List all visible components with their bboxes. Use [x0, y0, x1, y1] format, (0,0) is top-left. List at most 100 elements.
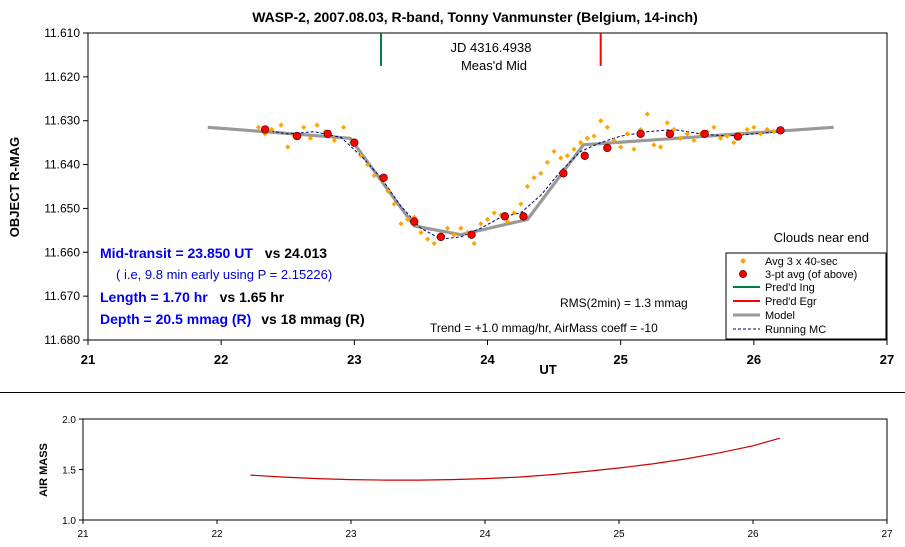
length-text: Length = 1.70 hr: [100, 289, 208, 305]
three-pt-avg-point: [260, 125, 270, 134]
depth-text: Depth = 20.5 mmag (R): [100, 311, 251, 327]
avg-point: [691, 137, 697, 144]
x-tick-label: 26: [747, 352, 761, 367]
three-pt-avg-point: [665, 129, 675, 139]
three-pt-avg-point: [519, 212, 528, 221]
avg-point: [711, 124, 717, 130]
avg-point: [491, 210, 497, 216]
avg-point: [671, 126, 677, 133]
three-pt-avg-point: [323, 129, 332, 139]
y-tick-label: 11.660: [44, 245, 80, 259]
avg-point: [591, 133, 597, 139]
trend-note: Trend = +1.0 mmag/hr, AirMass coeff = -1…: [430, 321, 658, 335]
avg-point: [684, 131, 690, 137]
avg-point: [431, 240, 437, 247]
svg-text:Depth = 20.5 mmag (R) vs 1: Depth = 20.5 mmag (R) vs 18 mmag (R): [100, 311, 365, 327]
avg-point: [531, 175, 537, 181]
avg-point: [478, 221, 484, 227]
legend-avg-marker: [740, 258, 746, 264]
avg-point: [385, 188, 391, 194]
avg-point: [757, 131, 764, 137]
legend-model-label: Model: [765, 310, 795, 322]
legend-mc-label: Running MC: [765, 324, 826, 336]
avg-point: [677, 135, 684, 141]
rms-note: RMS(2min) = 1.3 mmag: [560, 296, 688, 310]
airmass-x-tick-label: 27: [881, 529, 893, 540]
avg-point: [307, 135, 313, 141]
x-tick-label: 24: [480, 352, 495, 367]
avg-point: [564, 153, 570, 159]
avg-point: [314, 122, 320, 128]
mid-transit-text: Mid-transit = 23.850 UT: [100, 245, 253, 261]
y-axis-label: OBJECT R-MAG: [7, 137, 22, 237]
three-pt-avg-point: [580, 151, 589, 160]
avg-point: [484, 216, 491, 222]
avg-point: [744, 126, 750, 133]
mid-transit-vs-text: vs 24.013: [265, 245, 327, 261]
legend: Avg 3 x 40-sec 3-pt avg (of above) Pred'…: [725, 252, 887, 340]
avg-point: [331, 137, 337, 144]
three-pt-avg-point: [559, 169, 568, 178]
y-tick-label: 11.630: [44, 114, 80, 128]
avg-point: [444, 225, 451, 231]
chart-title: WASP-2, 2007.08.03, R-band, Tonny Vanmun…: [252, 9, 698, 25]
avg-point: [451, 232, 457, 238]
avg-point: [604, 124, 610, 130]
avg-point: [578, 140, 584, 146]
x-tick-label: 25: [613, 352, 627, 367]
three-pt-avg-point: [500, 212, 509, 221]
avg-point: [618, 144, 624, 150]
avg-point: [405, 216, 411, 222]
avg-point: [664, 120, 670, 126]
airmass-x-tick-label: 25: [613, 529, 625, 540]
model-line: [207, 125, 834, 237]
avg-point: [571, 146, 577, 152]
avg-point: [464, 229, 471, 236]
airmass-x-tick-label: 23: [345, 529, 357, 540]
y-tick-label: 11.680: [44, 333, 80, 347]
airmass-y-tick-label: 2.0: [62, 415, 76, 426]
airmass-x-tick-label: 21: [77, 529, 89, 540]
avg-point: [504, 218, 511, 225]
avg-point: [269, 126, 275, 133]
legend-ing-label: Pred'd Ing: [765, 282, 815, 294]
jd-label: JD 4316.4938: [451, 40, 532, 55]
avg-point: [511, 210, 517, 216]
avg-point: [418, 229, 424, 236]
avg-point: [262, 131, 268, 137]
avg-point: [255, 124, 262, 130]
avg-point: [651, 142, 657, 148]
avg-point: [717, 135, 724, 141]
svg-text:Mid-transit = 23.850 UT vs: Mid-transit = 23.850 UT vs 24.013: [100, 245, 327, 261]
avg-point: [771, 129, 777, 135]
legend-3pt-marker: [739, 270, 747, 278]
panel-separator: [0, 392, 905, 393]
three-pt-avg-point: [700, 129, 709, 139]
three-pt-avg-point: [603, 143, 612, 153]
three-pt-avg-point: [776, 126, 785, 135]
x-tick-label: 21: [81, 352, 95, 367]
avg-point: [731, 140, 737, 146]
y-tick-label: 11.670: [44, 289, 80, 303]
avg-point: [611, 137, 617, 144]
three-pt-avg-point: [350, 138, 359, 147]
three-pt-avg-point: [467, 230, 476, 239]
three-pt-avg-point: [733, 132, 743, 141]
avg-point: [538, 170, 544, 176]
avg-point: [341, 124, 347, 130]
avg-point: [358, 153, 364, 159]
avg-point: [424, 236, 431, 242]
avg-point: [411, 214, 417, 220]
svg-text:Length = 1.70 hr vs 1.65 h: Length = 1.70 hr vs 1.65 hr: [100, 289, 285, 305]
avg-point: [301, 124, 307, 130]
airmass-x-tick-label: 26: [747, 529, 759, 540]
airmass-plot-area: [82, 418, 888, 521]
early-note: ( i.e, 9.8 min early using P = 2.15226): [116, 267, 332, 282]
avg-point: [551, 148, 557, 155]
avg-point: [278, 122, 284, 128]
avg-point: [624, 131, 630, 137]
airmass-y-label: AIR MASS: [38, 443, 50, 497]
y-tick-label: 11.640: [44, 158, 80, 172]
three-pt-avg-point: [436, 232, 446, 242]
